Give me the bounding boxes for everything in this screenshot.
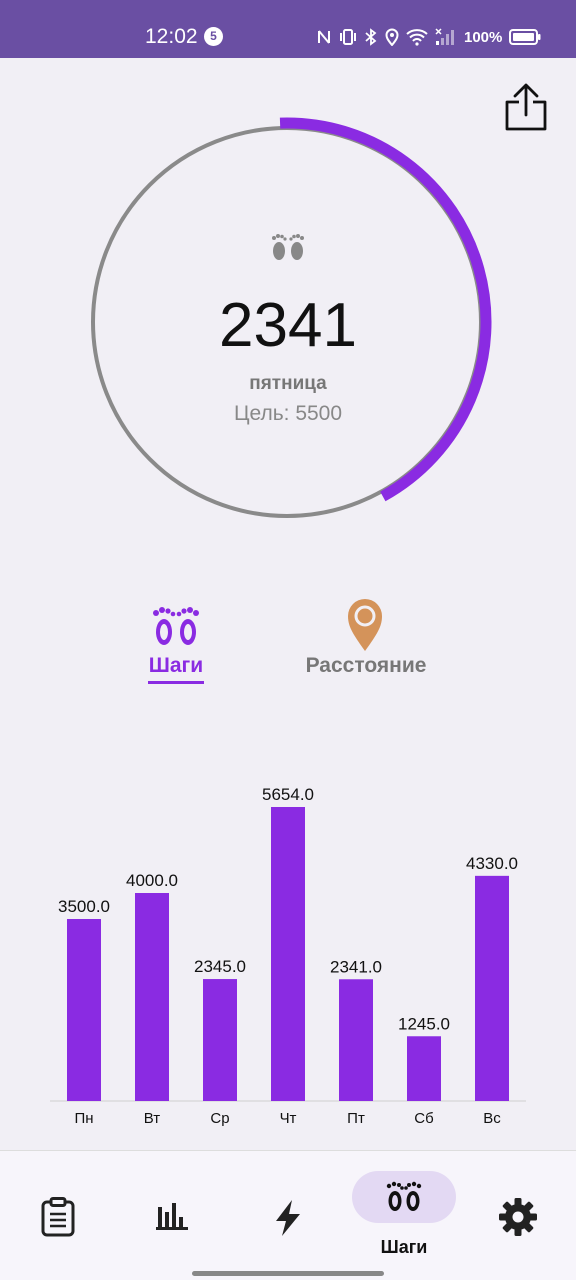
nfc-icon: [318, 30, 330, 44]
bar-2: [203, 979, 237, 1101]
bar-0: [67, 919, 101, 1101]
cellular-icon: [435, 28, 454, 45]
bar-value-label: 4000.0: [126, 871, 178, 890]
x-tick-label: Вт: [144, 1110, 161, 1127]
nav-item-settings[interactable]: [480, 1151, 556, 1261]
nav-item-stats[interactable]: [134, 1151, 210, 1261]
progress-ring: [88, 116, 498, 526]
bar-4: [339, 979, 373, 1101]
progress-ring-arc: [279, 117, 492, 502]
bluetooth-icon: [365, 28, 377, 46]
x-tick-label: Пт: [347, 1110, 365, 1127]
gear-icon: [499, 1198, 537, 1236]
weekly-steps-chart: 3500.0 Пн 4000.0 Вт 2345.0 Ср 5654.0 Чт 2341.0 Пт…: [0, 770, 576, 1140]
footprints-icon: [386, 1181, 422, 1211]
goal-label: Цель: 5500: [233, 402, 343, 425]
mode-distance-tab[interactable]: Расстояние: [296, 596, 436, 688]
bar-value-label: 3500.0: [58, 897, 110, 916]
status-bar: 12:02 5 100%: [0, 0, 576, 58]
bar-chart-icon: [156, 1203, 188, 1230]
step-count: 2341: [219, 291, 357, 360]
x-tick-label: Сб: [414, 1110, 433, 1127]
location-pin-icon: [348, 599, 382, 651]
nav-item-steps-label: Шаги: [380, 1237, 428, 1257]
battery-icon: [509, 29, 541, 45]
footprints-icon: [153, 607, 199, 645]
lightning-icon: [276, 1200, 300, 1236]
nav-item-activity[interactable]: [250, 1151, 326, 1261]
x-tick-label: Чт: [280, 1110, 297, 1127]
bar-3: [271, 807, 305, 1101]
share-button[interactable]: [502, 82, 550, 132]
footprints-icon: [272, 234, 304, 260]
bar-value-label: 2341.0: [330, 957, 382, 976]
notification-count-badge: 5: [204, 27, 223, 46]
mode-steps-tab[interactable]: Шаги: [136, 596, 216, 688]
x-tick-label: Ср: [210, 1110, 229, 1127]
mode-active-underline: [148, 681, 204, 684]
battery-percent: 100%: [464, 28, 503, 46]
vibrate-icon: [340, 29, 356, 45]
nav-item-log[interactable]: [20, 1151, 96, 1261]
wifi-icon: [406, 29, 428, 46]
bar-value-label: 5654.0: [262, 785, 314, 804]
bar-5: [407, 1036, 441, 1101]
nav-active-indicator: [352, 1171, 456, 1223]
bar-6: [475, 875, 509, 1101]
mode-distance-label: Расстояние: [305, 654, 427, 677]
location-icon: [385, 28, 399, 46]
status-time: 12:02: [145, 25, 198, 48]
status-icons: 100%: [316, 26, 541, 48]
bar-1: [135, 893, 169, 1101]
home-indicator: [192, 1271, 384, 1276]
bottom-nav: Шаги: [0, 1150, 576, 1280]
nav-item-steps[interactable]: [352, 1151, 456, 1261]
clipboard-icon: [41, 1197, 75, 1237]
mode-steps-label: Шаги: [148, 654, 204, 677]
bar-value-label: 1245.0: [398, 1014, 450, 1033]
bar-value-label: 4330.0: [466, 854, 518, 873]
x-tick-label: Пн: [74, 1110, 93, 1127]
x-tick-label: Вс: [483, 1110, 501, 1127]
bar-value-label: 2345.0: [194, 957, 246, 976]
share-icon: [505, 83, 547, 131]
day-name: пятница: [249, 373, 327, 394]
